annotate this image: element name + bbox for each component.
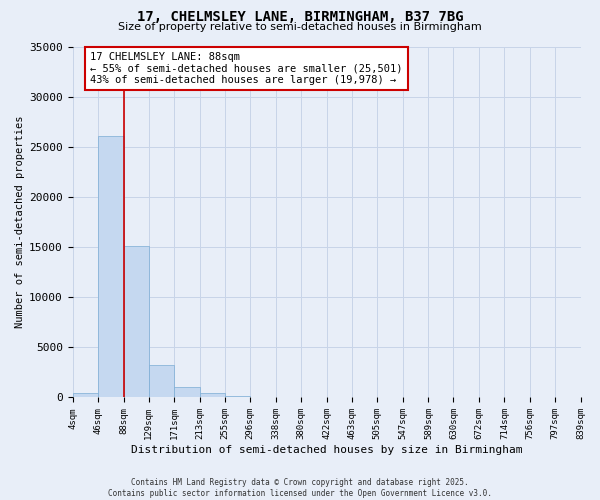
Bar	[174, 387, 200, 398]
Y-axis label: Number of semi-detached properties: Number of semi-detached properties	[15, 116, 25, 328]
Bar	[149, 365, 174, 398]
Text: Contains HM Land Registry data © Crown copyright and database right 2025.
Contai: Contains HM Land Registry data © Crown c…	[108, 478, 492, 498]
Bar	[98, 136, 124, 398]
Text: 17 CHELMSLEY LANE: 88sqm
← 55% of semi-detached houses are smaller (25,501)
43% : 17 CHELMSLEY LANE: 88sqm ← 55% of semi-d…	[91, 52, 403, 85]
Text: 17, CHELMSLEY LANE, BIRMINGHAM, B37 7BG: 17, CHELMSLEY LANE, BIRMINGHAM, B37 7BG	[137, 10, 463, 24]
Bar	[226, 396, 250, 398]
X-axis label: Distribution of semi-detached houses by size in Birmingham: Distribution of semi-detached houses by …	[131, 445, 523, 455]
Bar	[200, 394, 226, 398]
Bar	[124, 246, 149, 398]
Bar	[73, 394, 98, 398]
Text: Size of property relative to semi-detached houses in Birmingham: Size of property relative to semi-detach…	[118, 22, 482, 32]
